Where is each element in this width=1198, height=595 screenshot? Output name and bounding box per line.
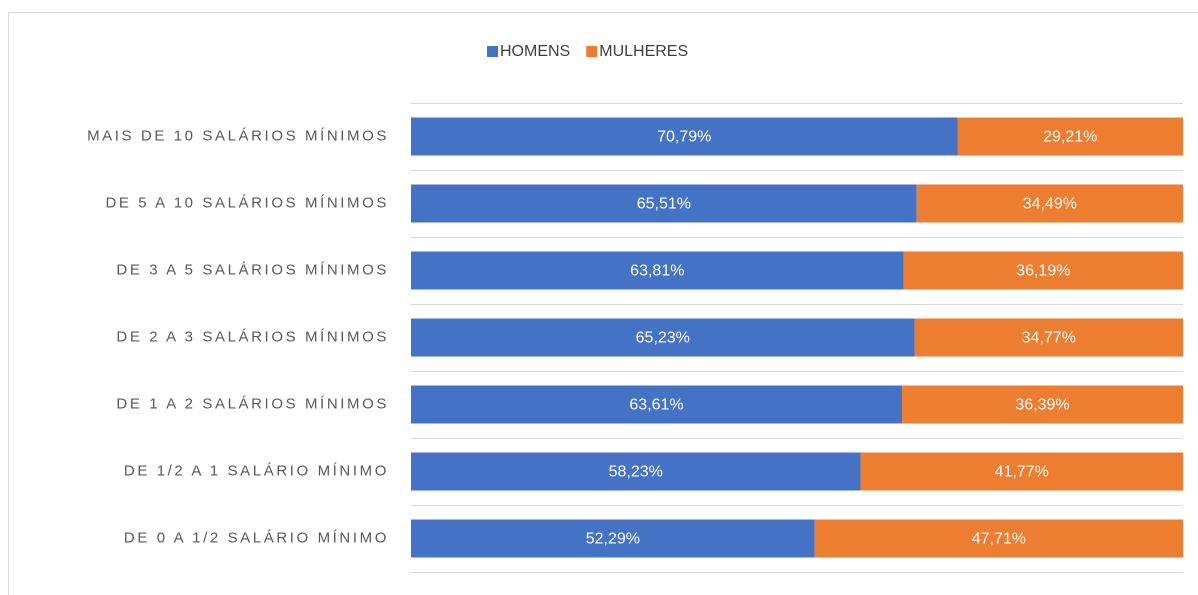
y-tick-label: MAIS DE 10 SALÁRIOS MÍNIMOS: [87, 127, 389, 144]
bar-segment: [914, 318, 1183, 357]
bar-segment: [860, 452, 1183, 491]
bar-segment: [916, 184, 1183, 223]
bar-segment: [814, 519, 1183, 558]
y-tick-label: DE 5 A 10 SALÁRIOS MÍNIMOS: [105, 194, 389, 211]
y-tick-label: DE 0 A 1/2 SALÁRIO MÍNIMO: [124, 529, 389, 546]
data-label: 41,77%: [995, 464, 1049, 481]
chart-border: [8, 12, 1198, 595]
y-tick-label: DE 2 A 3 SALÁRIOS MÍNIMOS: [116, 328, 389, 345]
data-label: 65,51%: [637, 196, 691, 213]
y-tick-label: DE 1/2 A 1 SALÁRIO MÍNIMO: [124, 462, 389, 479]
bar-segment: [411, 318, 915, 357]
legend-label: MULHERES: [599, 43, 688, 60]
data-label: 29,21%: [1043, 129, 1097, 146]
bar-segment: [902, 385, 1183, 424]
data-label: 70,79%: [657, 129, 711, 146]
data-label: 58,23%: [609, 464, 663, 481]
bar-segment: [903, 251, 1183, 290]
legend-swatch: [487, 46, 498, 57]
data-label: 36,39%: [1015, 397, 1069, 414]
bar-segment: [411, 385, 903, 424]
data-label: 34,77%: [1022, 330, 1076, 347]
bar-segment: [957, 117, 1183, 156]
data-label: 63,61%: [629, 397, 683, 414]
bar-segment: [411, 117, 958, 156]
y-tick-label: DE 1 A 2 SALÁRIOS MÍNIMOS: [116, 395, 389, 412]
data-label: 47,71%: [972, 531, 1026, 548]
legend-label: HOMENS: [500, 43, 570, 60]
y-tick-label: DE 3 A 5 SALÁRIOS MÍNIMOS: [116, 261, 389, 278]
data-label: 63,81%: [630, 263, 684, 280]
legend-swatch: [586, 46, 598, 57]
bar-segment: [411, 251, 904, 290]
data-label: 52,29%: [586, 531, 640, 548]
bar-segment: [411, 184, 917, 223]
bar-segment: [411, 519, 815, 558]
data-label: 34,49%: [1023, 196, 1077, 213]
data-label: 65,23%: [636, 330, 690, 347]
bar-segment: [411, 452, 861, 491]
data-label: 36,19%: [1016, 263, 1070, 280]
